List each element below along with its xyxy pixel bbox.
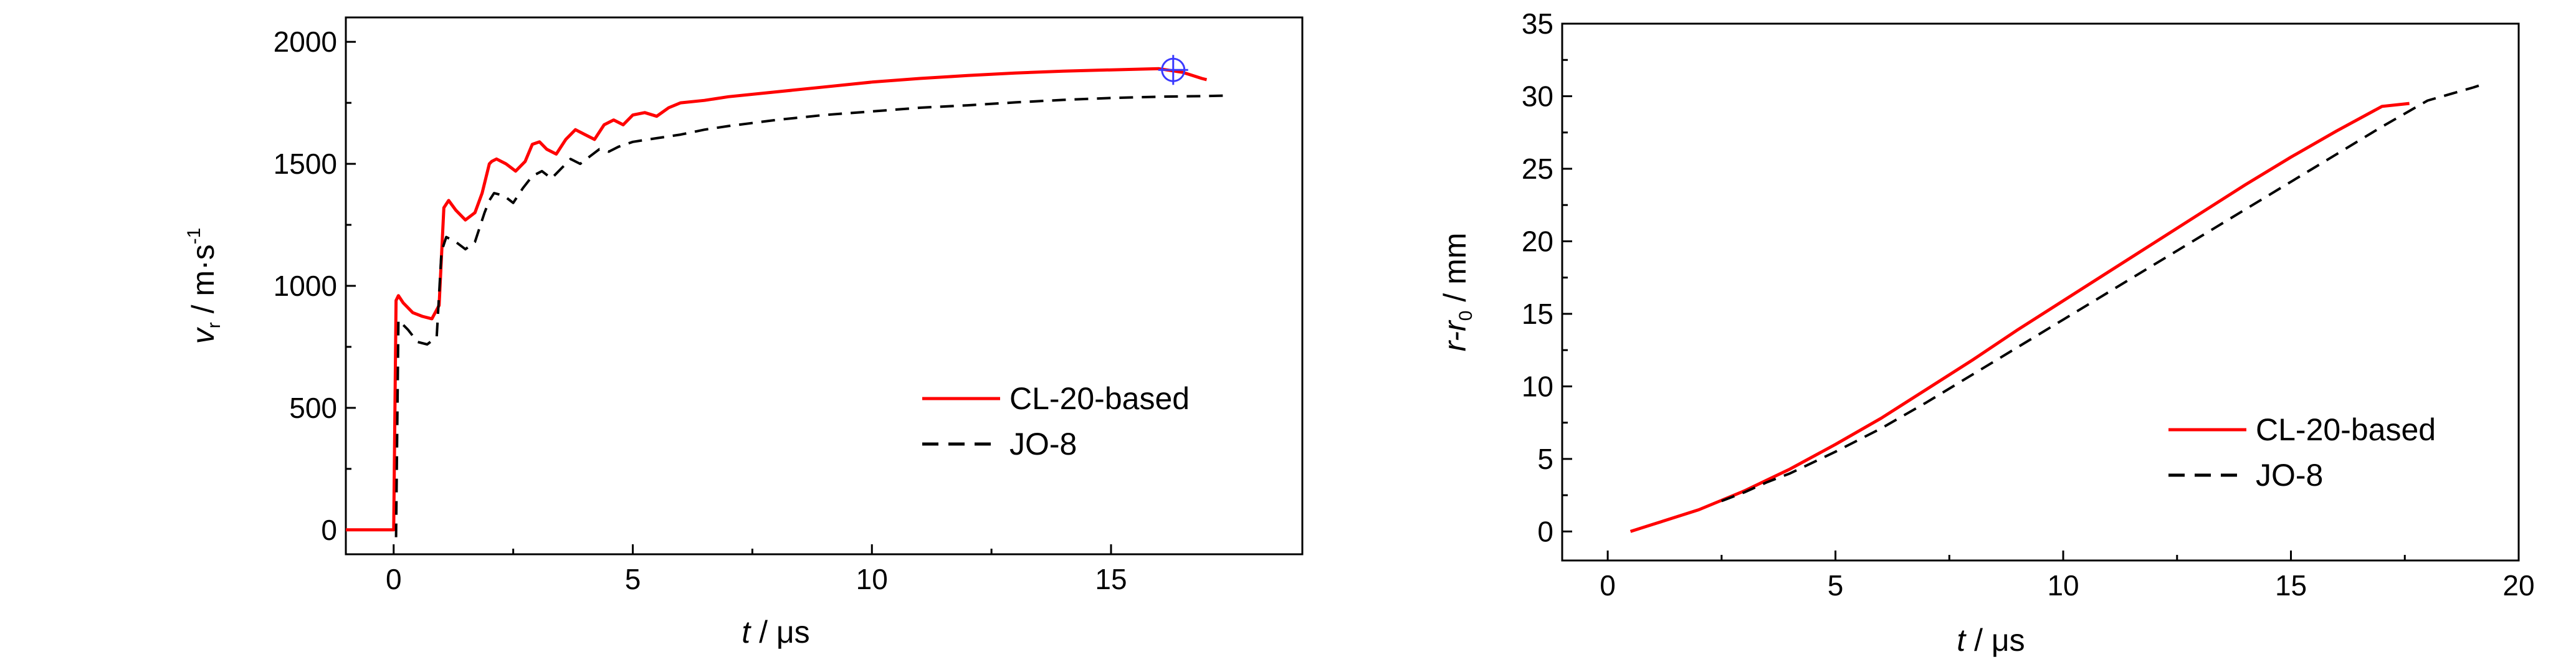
y-axis-subscript: 0 xyxy=(1456,311,1476,321)
y-tick-label: 1000 xyxy=(274,270,337,302)
velocity-chart-y-axis-label: vr / m·s-1 xyxy=(184,228,224,344)
y-axis-variable: v xyxy=(186,326,221,344)
y-axis-variable: r-r xyxy=(1438,319,1472,351)
displacement-chart-plot-frame xyxy=(1561,22,2520,562)
y-axis-unit: / m·s xyxy=(186,244,221,322)
y-axis-unit: / mm xyxy=(1438,233,1472,311)
y-tick-label: 10 xyxy=(1522,370,1553,402)
velocity-chart-marker xyxy=(1158,55,1188,85)
x-tick-label: 5 xyxy=(1828,569,1844,602)
y-tick-label: 25 xyxy=(1522,153,1553,185)
velocity-chart-x-ticks: 0 5 10 15 xyxy=(386,544,1127,595)
displacement-chart-x-ticks: 0 5 10 15 20 xyxy=(1600,551,2535,602)
y-axis-superscript: -1 xyxy=(184,228,204,245)
legend-label-cl20: CL-20-based xyxy=(2256,412,2436,447)
y-tick-label: 15 xyxy=(1522,298,1553,330)
y-tick-label: 35 xyxy=(1522,7,1553,40)
velocity-chart-legend: CL-20-based JO-8 xyxy=(922,381,1190,461)
x-axis-unit: / μs xyxy=(1965,623,2025,658)
y-tick-label: 2000 xyxy=(274,26,337,58)
x-tick-label: 10 xyxy=(2047,569,2079,602)
y-tick-label: 20 xyxy=(1522,225,1553,257)
x-tick-label: 0 xyxy=(1600,569,1616,602)
displacement-chart-y-axis-label: r-r0 / mm xyxy=(1438,233,1476,352)
series-line-jo8 xyxy=(1721,83,2483,503)
x-axis-unit: / μs xyxy=(750,615,809,650)
series-line-jo8 xyxy=(394,94,1231,537)
velocity-chart-x-axis-label: t / μs xyxy=(742,615,809,650)
y-tick-label: 5 xyxy=(1537,443,1553,475)
displacement-chart-x-axis-label: t / μs xyxy=(1957,623,2025,658)
x-axis-variable: t xyxy=(742,615,751,650)
velocity-chart-series xyxy=(346,67,1231,537)
x-tick-label: 10 xyxy=(856,563,888,595)
legend-label-cl20: CL-20-based xyxy=(1009,381,1190,416)
x-tick-label: 15 xyxy=(1095,563,1127,595)
y-tick-label: 1500 xyxy=(274,148,337,180)
x-axis-variable: t xyxy=(1957,623,1967,658)
series-line-cl20 xyxy=(1629,102,2410,533)
velocity-chart-plot-frame xyxy=(345,16,1304,556)
x-tick-label: 20 xyxy=(2502,569,2534,602)
y-tick-label: 500 xyxy=(289,392,337,424)
legend-label-jo8: JO-8 xyxy=(2256,458,2323,493)
series-line-cl20 xyxy=(346,67,1208,532)
y-tick-label: 0 xyxy=(1537,515,1553,547)
y-tick-label: 0 xyxy=(321,514,337,546)
velocity-chart-y-ticks: 0 500 1000 1500 2000 xyxy=(274,26,356,546)
displacement-chart-series xyxy=(1629,83,2483,533)
x-tick-label: 15 xyxy=(2275,569,2307,602)
x-tick-label: 0 xyxy=(386,563,402,595)
velocity-chart: 0 5 10 15 0 500 1000 1500 2000 t / μs vr / m·s-… xyxy=(184,16,1304,650)
displacement-chart-y-ticks: 0 5 10 15 20 25 30 35 xyxy=(1522,7,1572,547)
x-tick-label: 5 xyxy=(625,563,641,595)
y-axis-subscript: r xyxy=(204,322,224,328)
legend-label-jo8: JO-8 xyxy=(1009,427,1077,461)
y-tick-label: 30 xyxy=(1522,80,1553,112)
displacement-chart-legend: CL-20-based JO-8 xyxy=(2168,412,2436,493)
